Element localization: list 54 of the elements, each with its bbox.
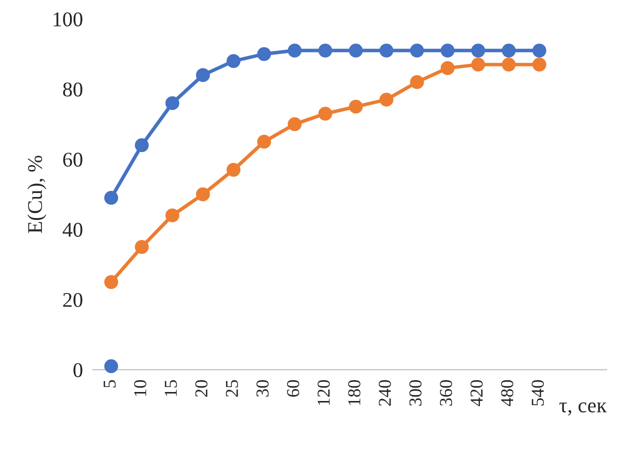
x-tick-label: 540 <box>532 380 544 406</box>
point <box>134 240 149 254</box>
y-tick-label: 40 <box>62 222 82 237</box>
point <box>440 61 455 76</box>
point <box>532 44 546 58</box>
point <box>104 275 118 289</box>
point <box>196 187 210 202</box>
point <box>502 44 516 58</box>
point <box>318 106 332 121</box>
x-tick-label: 60 <box>287 380 300 397</box>
point <box>532 58 546 72</box>
y-tick-label: 0 <box>74 363 82 378</box>
x-tick-label: 180 <box>348 380 360 405</box>
point <box>165 208 180 222</box>
point <box>471 44 486 58</box>
point <box>165 96 180 110</box>
x-tick-label: 10 <box>134 380 146 396</box>
point <box>226 162 240 177</box>
x-tick-label: 300 <box>409 380 422 406</box>
point <box>288 44 302 58</box>
x-tick-label: 25 <box>226 380 238 397</box>
point <box>348 44 363 58</box>
x-tick-label: 120 <box>318 380 330 405</box>
point <box>288 117 302 132</box>
point <box>348 100 363 114</box>
y-tick-label: 80 <box>63 82 82 97</box>
y-tick-label: 20 <box>63 292 82 307</box>
point <box>410 44 424 58</box>
point <box>379 44 394 58</box>
point <box>134 138 149 152</box>
y-axis-title: E(Cu), % <box>27 156 46 234</box>
y-tick-label: 60 <box>63 152 82 167</box>
point <box>226 54 240 68</box>
x-tick-label: 360 <box>440 380 452 406</box>
x-tick-label: 15 <box>164 380 177 396</box>
point <box>318 44 332 58</box>
y-tick-label: 100 <box>54 12 82 26</box>
x-tick-label: 20 <box>195 380 208 397</box>
x-tick-label: 30 <box>256 380 269 397</box>
point <box>257 47 272 61</box>
point <box>257 134 272 149</box>
x-axis-title: τ, сек <box>559 402 607 416</box>
x-tick-label: 240 <box>378 380 391 406</box>
point <box>379 92 394 107</box>
x-tick-label: 480 <box>501 380 514 406</box>
point <box>104 190 118 205</box>
x-tick-label: 5 <box>104 380 116 388</box>
point <box>440 44 455 58</box>
point <box>196 68 210 82</box>
point <box>104 359 118 374</box>
point <box>410 75 424 90</box>
x-tick-label: 420 <box>470 380 483 406</box>
point <box>471 58 486 72</box>
point <box>502 58 516 72</box>
